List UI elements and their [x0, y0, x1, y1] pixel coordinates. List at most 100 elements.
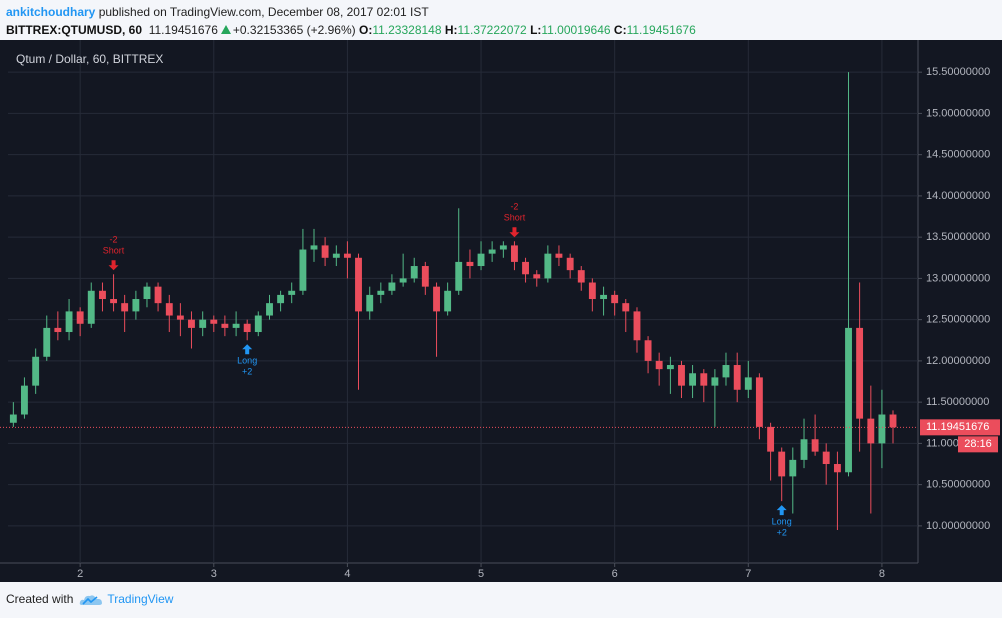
candle-body [110, 299, 118, 304]
countdown: 28:16 [964, 438, 992, 450]
signal-amount: +2 [242, 367, 252, 377]
candle-body [544, 253, 552, 279]
author[interactable]: ankitchoudhary [6, 5, 96, 19]
x-tick-label: 5 [478, 568, 484, 580]
low-label: L: [530, 23, 542, 37]
candle-body [778, 451, 786, 477]
candle-body [54, 327, 62, 333]
candle-body [711, 377, 719, 386]
candle-body [87, 290, 95, 324]
candle-body [611, 294, 619, 304]
candle-body [678, 365, 685, 386]
candle-body [388, 282, 396, 291]
candle-body [32, 356, 40, 386]
candle-body [499, 245, 507, 250]
candle-body [266, 303, 273, 316]
signal-text: Short [504, 213, 526, 223]
candle-body [655, 360, 663, 370]
candle-body [867, 418, 875, 444]
candle-body [254, 315, 262, 333]
chart-background [0, 40, 1002, 582]
close-label: C: [613, 23, 627, 37]
signal-arrow [776, 505, 787, 516]
candle-body [210, 319, 218, 324]
candle-body [555, 253, 563, 258]
candle-body [889, 414, 897, 428]
candle-body [9, 414, 17, 423]
last-price-label: 11.19451676 [926, 421, 989, 433]
candle-body [121, 303, 129, 312]
candle-body [722, 365, 730, 378]
candle-body [433, 286, 440, 312]
candle-body [533, 274, 541, 279]
candle-body [76, 311, 84, 324]
change: +0.32153365 (+2.96%) [232, 23, 356, 37]
chart-title: Qtum / Dollar, 60, BITTREX [16, 52, 163, 66]
candle-body [321, 245, 329, 258]
candle-body [199, 319, 207, 328]
candle-body [243, 323, 251, 333]
candle-body [633, 311, 641, 341]
chart: Qtum / Dollar, 60, BITTREX 10.00000000 10… [0, 40, 1002, 582]
x-tick-label: 7 [745, 568, 751, 580]
candle-body [566, 257, 574, 271]
candle-body [488, 249, 496, 254]
candle-body [666, 365, 674, 370]
candle-body [355, 257, 362, 312]
y-tick-label: 12.00000000 [926, 355, 990, 367]
candle-body [577, 270, 585, 283]
x-tick-label: 8 [879, 568, 885, 580]
footer: Created with TradingView [6, 592, 173, 607]
candle-body [644, 340, 652, 361]
y-tick-label: 10.00000000 [926, 520, 990, 532]
x-tick-label: 6 [612, 568, 618, 580]
x-tick-label: 3 [211, 568, 217, 580]
candle-body [332, 253, 340, 258]
signal-amount: -2 [110, 235, 118, 245]
y-tick-label: 13.50000000 [926, 231, 990, 243]
y-tick-label: 13.00000000 [926, 272, 990, 284]
candle-body [733, 365, 741, 390]
high-label: H: [444, 23, 458, 37]
open-label: O: [358, 23, 373, 37]
grid [8, 40, 918, 563]
signal-arrow [242, 344, 253, 355]
candle-body [588, 282, 596, 300]
last-price: 11.19451676 [148, 23, 218, 37]
high-value: 11.37222072 [457, 23, 527, 37]
candle-body [43, 327, 51, 357]
y-tick-label: 11.50000000 [926, 396, 989, 408]
candle-body [845, 327, 852, 473]
candle-body [767, 426, 775, 452]
candle-body [288, 290, 296, 295]
y-tick-label: 15.00000000 [926, 107, 990, 119]
candle-body [856, 327, 864, 419]
candle-body [833, 464, 841, 473]
candle-body [132, 299, 140, 312]
candle-body [310, 245, 318, 250]
candle-body [600, 294, 608, 300]
signal-amount: +2 [777, 528, 787, 538]
candle-body [232, 323, 240, 328]
y-tick-label: 10.50000000 [926, 479, 990, 491]
candle-body [99, 290, 106, 300]
brand[interactable]: TradingView [107, 592, 174, 606]
countdown-box [958, 436, 998, 453]
candle-body [188, 319, 195, 328]
candle-body [466, 261, 474, 267]
signal-arrow [509, 227, 520, 238]
candle-body [299, 249, 307, 291]
candle-body [700, 373, 708, 386]
symbol: BITTREX:QTUMUSD, 60 [6, 23, 143, 37]
logo-line [82, 596, 98, 605]
candle-body [176, 315, 184, 320]
candle-body [811, 439, 819, 452]
last-price-box [920, 419, 1000, 436]
candle-body [689, 373, 697, 386]
candle-body [444, 290, 452, 312]
candle-body [421, 266, 429, 287]
y-tick-label: 14.00000000 [926, 190, 990, 202]
candle-body [800, 439, 808, 460]
candle-body [755, 377, 763, 427]
candle-body [165, 303, 173, 316]
